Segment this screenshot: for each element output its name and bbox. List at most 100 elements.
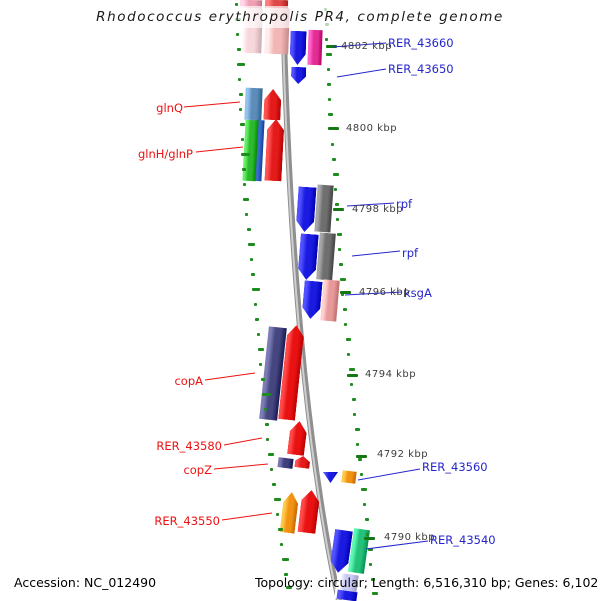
gene-label-rpf[interactable]: rpf xyxy=(402,246,419,260)
kbp-tick xyxy=(326,45,337,48)
gene-label-RER_43660[interactable]: RER_43660 xyxy=(388,36,454,50)
callout-line xyxy=(213,463,269,470)
callout-line xyxy=(351,250,401,257)
rail-tick-left xyxy=(238,78,241,81)
kbp-tick xyxy=(347,374,358,377)
rail-tick-left xyxy=(266,438,269,441)
rail-tick-left xyxy=(241,138,244,141)
rail-tick-right xyxy=(339,263,343,266)
rail-tick-right xyxy=(365,518,369,521)
rail-tick-right xyxy=(353,413,356,416)
status-accession: Accession: NC_012490 xyxy=(14,575,157,590)
rail-tick-right xyxy=(361,488,367,491)
rail-tick-left xyxy=(251,273,255,276)
gene-label-copA[interactable]: copA xyxy=(174,374,203,388)
rail-tick-right xyxy=(341,293,344,296)
rail-tick-right xyxy=(347,353,350,356)
gene-label-RER_43550[interactable]: RER_43550 xyxy=(154,514,220,528)
gene-label-ksgA[interactable]: ksgA xyxy=(404,286,432,300)
rail-tick-right xyxy=(340,278,346,281)
kbp-tick xyxy=(340,291,351,294)
rail-tick-right xyxy=(371,578,375,581)
gene-label-RER_43540[interactable]: RER_43540 xyxy=(430,533,496,547)
rail-tick-left xyxy=(284,573,288,576)
callout-line xyxy=(195,146,244,153)
rail-tick-left xyxy=(237,63,245,66)
callout-line xyxy=(336,68,387,78)
rail-tick-right xyxy=(325,38,328,41)
kbp-tick xyxy=(364,537,375,540)
gene-label-rpf[interactable]: rpf xyxy=(396,197,413,211)
kbp-tick xyxy=(328,127,339,130)
rail-tick-right xyxy=(372,592,378,595)
rail-tick-right xyxy=(333,173,339,176)
rail-tick-left xyxy=(237,48,241,51)
gene-label-glnH/glnP[interactable]: glnH/glnP xyxy=(137,147,193,161)
rail-tick-right xyxy=(336,218,339,221)
rail-tick-left xyxy=(265,423,269,426)
rail-tick-left xyxy=(268,453,274,456)
rail-tick-left xyxy=(270,468,273,471)
rail-tick-right xyxy=(334,188,337,191)
rail-tick-right xyxy=(328,113,333,116)
rail-tick-left xyxy=(280,543,283,546)
rail-tick-left xyxy=(261,378,265,381)
gene-label-RER_43560[interactable]: RER_43560 xyxy=(422,460,488,474)
rail-tick-left xyxy=(243,183,246,186)
callout-line xyxy=(365,540,429,550)
rail-tick-right xyxy=(344,323,347,326)
rail-tick-left xyxy=(264,408,267,411)
scale-label: 4794 kbp xyxy=(365,369,417,380)
rail-tick-right xyxy=(366,533,369,536)
scale-label: 4792 kbp xyxy=(377,449,429,460)
rail-tick-right xyxy=(343,308,347,311)
page-title: Rhodococcus erythropolis PR4, complete g… xyxy=(96,9,504,25)
rail-tick-left xyxy=(272,483,276,486)
rail-tick-right xyxy=(327,83,331,86)
rail-tick-right xyxy=(350,383,353,386)
rail-tick-left xyxy=(239,93,243,96)
rail-tick-left xyxy=(247,228,251,231)
rail-tick-right xyxy=(369,563,372,566)
gene-label-glnQ[interactable]: glnQ xyxy=(156,101,183,115)
scale-label: 4798 kbp xyxy=(352,204,404,215)
rail-tick-left xyxy=(257,333,260,336)
scale-label: 4790 kbp xyxy=(384,532,436,543)
callout-line xyxy=(183,101,241,108)
kbp-tick xyxy=(356,455,367,458)
callout-line xyxy=(223,437,263,446)
rail-tick-right xyxy=(337,233,342,236)
rail-tick-left xyxy=(243,198,249,201)
rail-tick-left xyxy=(241,153,250,156)
rail-tick-right xyxy=(335,203,339,206)
rail-tick-right xyxy=(338,248,341,251)
gene-label-RER_43580[interactable]: RER_43580 xyxy=(156,439,222,453)
callout-line xyxy=(204,372,256,381)
rail-tick-left xyxy=(240,123,245,126)
rail-tick-left xyxy=(258,348,264,351)
rail-tick-left xyxy=(239,108,242,111)
title-band: Rhodococcus erythropolis PR4, complete g… xyxy=(0,6,600,28)
rail-tick-right xyxy=(352,398,356,401)
callout-line xyxy=(346,202,395,207)
rail-tick-right xyxy=(360,473,363,476)
kbp-tick xyxy=(333,208,344,211)
scale-label: 4800 kbp xyxy=(346,123,398,134)
rail-tick-right xyxy=(328,98,331,101)
callout-line xyxy=(357,468,421,481)
rail-tick-right xyxy=(356,443,359,446)
rail-tick-left xyxy=(282,558,289,561)
rail-tick-left xyxy=(242,168,246,171)
gene-label-RER_43650[interactable]: RER_43650 xyxy=(388,62,454,76)
rail-tick-left xyxy=(248,243,255,246)
rail-tick-left xyxy=(262,393,271,396)
rail-tick-left xyxy=(278,528,283,531)
scale-label: 4796 kbp xyxy=(359,287,411,298)
rail-tick-right xyxy=(346,338,351,341)
gene-label-copZ[interactable]: copZ xyxy=(183,463,212,477)
gene-RER_43560-arrow[interactable] xyxy=(323,472,338,483)
rail-tick-left xyxy=(250,258,253,261)
